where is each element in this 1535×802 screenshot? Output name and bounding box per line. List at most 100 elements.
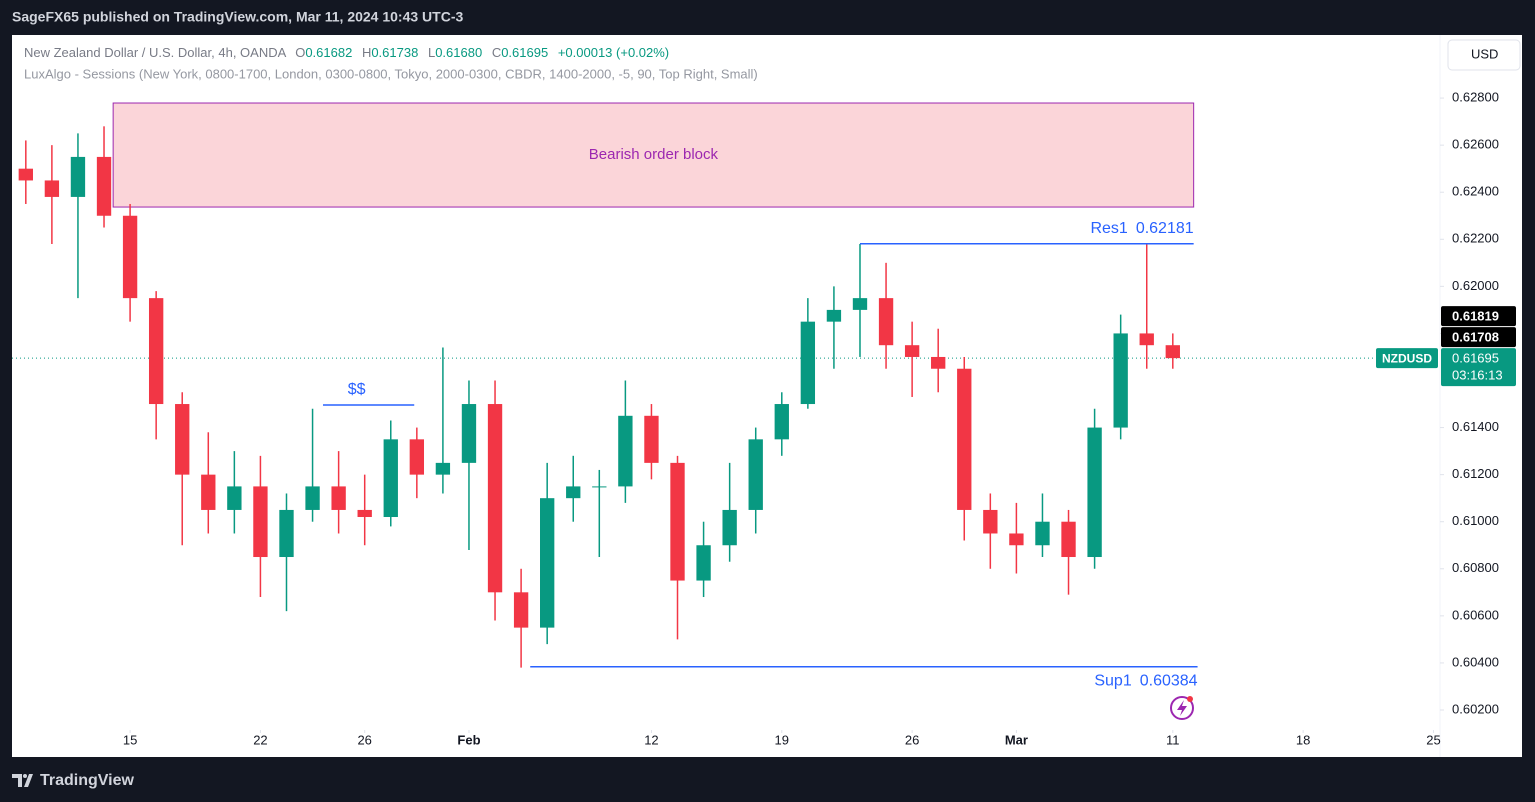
level-text: Sup1 0.60384 [1094, 673, 1197, 690]
legend-letter: L [428, 45, 435, 60]
x-tick-label: 26 [357, 732, 371, 747]
candle-body [826, 309, 842, 322]
candle-body [983, 509, 998, 534]
candle-body [774, 404, 789, 440]
y-tick-label: 0.61400 [1452, 419, 1499, 434]
candle-body [513, 592, 529, 628]
symbol-label: NZDUSD [1382, 351, 1432, 365]
candle-body [931, 356, 946, 369]
y-tick-label: 0.61200 [1452, 466, 1499, 481]
candle-body [357, 509, 372, 518]
price-tag [1441, 306, 1516, 327]
countdown: 03:16:13 [1452, 368, 1503, 383]
legend-change: +0.00013 (+0.02%) [558, 45, 669, 60]
indicator-legend: LuxAlgo - Sessions (New York, 0800-1700,… [24, 66, 758, 81]
y-tick-label: 0.62600 [1452, 137, 1499, 152]
candle-body [1061, 521, 1076, 558]
y-tick-label: 0.62800 [1452, 90, 1499, 105]
y-tick-label: 0.60400 [1452, 654, 1499, 669]
y-tick-label: 0.62200 [1452, 231, 1499, 246]
candle-body [279, 509, 294, 558]
liquidity-label: $$ [348, 381, 366, 398]
candle-body [957, 368, 972, 510]
level-text: Res1 0.62181 [1090, 220, 1193, 237]
candle-body [461, 404, 477, 463]
candle-body [1087, 427, 1102, 558]
icon-dot[interactable] [1187, 696, 1193, 702]
candle-body [748, 439, 763, 510]
currency-label[interactable]: USD [1471, 46, 1498, 61]
x-tick-label: Mar [1005, 732, 1028, 747]
candle-body [904, 345, 920, 357]
candle-body [253, 486, 268, 558]
order-block [112, 102, 1195, 208]
candle-body [1139, 333, 1154, 346]
candle-body [878, 298, 894, 346]
price-tag-label: 0.61819 [1452, 309, 1499, 324]
price-badge [1441, 348, 1516, 387]
candle-body [331, 486, 346, 510]
brand: TradingView [40, 772, 135, 789]
candle-body [852, 298, 868, 310]
candle-body [96, 156, 112, 216]
candle-body [1009, 533, 1024, 546]
header: SageFX65 published on TradingView.com, M… [12, 9, 463, 25]
candle-body [1165, 345, 1180, 359]
order-block-label: Bearish order block [589, 146, 719, 163]
price-tag-label: 0.61708 [1452, 330, 1499, 345]
x-tick-label: 22 [253, 732, 267, 747]
legend: New Zealand Dollar / U.S. Dollar, 4h, OA… [24, 45, 669, 60]
x-tick-label: 19 [775, 732, 789, 747]
legend-letter: C [492, 45, 501, 60]
legend-title: New Zealand Dollar / U.S. Dollar, 4h, OA… [24, 45, 287, 60]
candle-body [670, 462, 685, 581]
x-tick-label: 11 [1166, 732, 1180, 747]
currency-button[interactable] [1447, 39, 1521, 71]
x-tick-label: 18 [1296, 732, 1310, 747]
alert-icon[interactable] [1170, 696, 1194, 720]
x-tick-label: 15 [123, 732, 137, 747]
y-tick-label: 0.62400 [1452, 184, 1499, 199]
candle-body [409, 439, 425, 475]
legend-value: 0.61682 [305, 45, 352, 60]
candle-body [696, 545, 711, 581]
y-tick-label: 0.61000 [1452, 513, 1499, 528]
price-tag [1441, 327, 1516, 348]
candle-body [122, 215, 138, 299]
candle-body [227, 486, 242, 510]
x-tick-label: 26 [905, 732, 919, 747]
candle-body [70, 156, 86, 197]
candle-body [540, 498, 555, 628]
x-tick-label: 25 [1426, 732, 1440, 747]
candle-body [18, 168, 33, 181]
candle-body [1113, 333, 1128, 428]
candle-body [1035, 521, 1050, 546]
candle-body [644, 415, 659, 463]
candle-body [383, 439, 398, 518]
candle-body [44, 180, 60, 197]
logo-mark [12, 774, 33, 787]
x-tick-label: Feb [457, 732, 480, 747]
candle-body [305, 486, 320, 510]
y-tick-label: 0.60600 [1452, 607, 1499, 622]
legend-value: 0.61738 [371, 45, 418, 60]
candle-body [435, 462, 451, 475]
legend-value: 0.61695 [501, 45, 548, 60]
candle-body [148, 298, 164, 405]
candle-body [175, 404, 190, 475]
icon-bolt[interactable] [1177, 700, 1187, 716]
candle-body [592, 486, 607, 488]
candle-body [487, 404, 503, 593]
candle-body [800, 321, 816, 405]
legend-letter: H [362, 45, 371, 60]
level-value: 0.62181 [1136, 220, 1194, 237]
price-label: 0.61695 [1452, 351, 1499, 366]
y-tick-label: 0.62000 [1452, 278, 1499, 293]
level-label: Res1 [1090, 220, 1127, 237]
candle-body [618, 415, 633, 487]
icon-ring[interactable] [1170, 696, 1194, 720]
y-tick-label: 0.60800 [1452, 560, 1499, 575]
x-tick-label: 12 [644, 732, 658, 747]
logo-dot [23, 774, 27, 778]
